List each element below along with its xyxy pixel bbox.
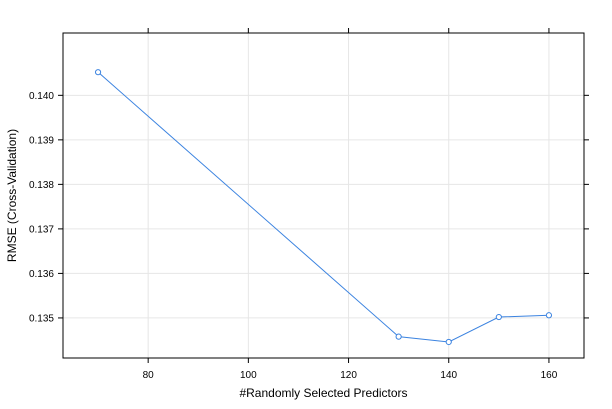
grid [63, 33, 584, 358]
data-point [545, 312, 553, 319]
data-point [445, 338, 452, 346]
x-axis-title: #Randomly Selected Predictors [239, 386, 407, 400]
y-tick-label: 0.138 [29, 180, 54, 191]
y-tick-label: 0.136 [29, 269, 54, 280]
data-point [395, 333, 402, 340]
series-line [97, 71, 549, 343]
y-tick-label: 0.137 [29, 224, 54, 235]
y-tick-label: 0.135 [29, 313, 54, 324]
y-tick-label: 0.140 [29, 91, 54, 102]
y-axis-title: RMSE (Cross-Validation) [5, 129, 19, 262]
series-layer [94, 69, 553, 346]
data-point [495, 313, 502, 321]
x-tick-label: 100 [240, 370, 257, 381]
x-tick-label: 80 [143, 370, 155, 381]
x-tick-label: 140 [440, 370, 457, 381]
plot-panel [62, 32, 585, 359]
x-tick-label: 120 [340, 370, 357, 381]
axis-ticks: 80 100 120 140 160 0.135 0.136 0.137 0.138 0.139 0… [29, 28, 589, 381]
x-tick-label: 160 [541, 370, 558, 381]
y-tick-label: 0.139 [29, 135, 54, 146]
data-point [94, 69, 102, 76]
